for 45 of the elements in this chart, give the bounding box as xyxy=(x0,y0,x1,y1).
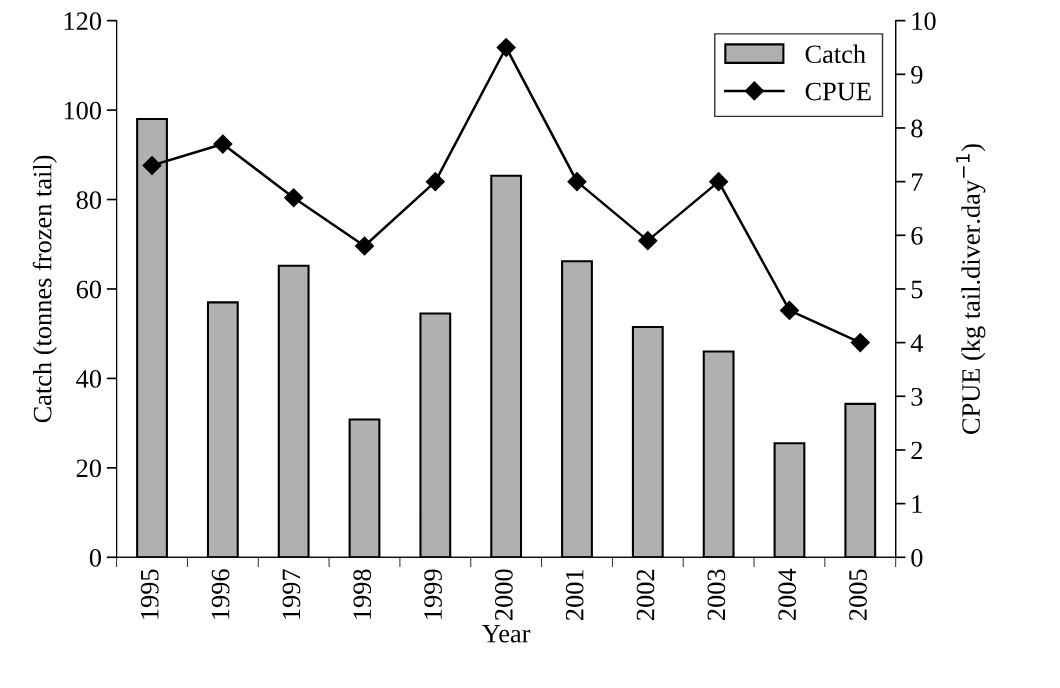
y-tick-label: 40 xyxy=(76,370,102,388)
x-tick-label: 2004 xyxy=(778,568,797,621)
y2-tick-label: 3 xyxy=(911,387,923,406)
y2-tick-label: 4 xyxy=(910,334,924,352)
y2-tick-label: 10 xyxy=(912,12,936,31)
legend-label: Catch xyxy=(805,44,866,64)
x-tick-label: 2002 xyxy=(636,569,655,621)
point xyxy=(709,172,729,192)
point xyxy=(850,333,870,353)
y2-tick-label: 5 xyxy=(911,280,923,299)
x-tick-label: 1999 xyxy=(424,569,442,619)
y-tick-label: 60 xyxy=(76,280,102,299)
x-tick-label: 2003 xyxy=(707,569,726,621)
x-tick-label: 1998 xyxy=(353,569,372,619)
point xyxy=(496,37,516,58)
point xyxy=(638,231,658,251)
point xyxy=(142,155,162,176)
x-tick-label: 2000 xyxy=(494,569,513,621)
point xyxy=(284,188,304,208)
y-tick-label: 20 xyxy=(76,459,102,478)
y2-tick-label: 9 xyxy=(911,65,923,84)
y-tick-label: 100 xyxy=(64,101,102,120)
x-axis-title: Year xyxy=(482,624,531,643)
y2-tick-label: 0 xyxy=(911,548,923,567)
y-tick-label: 0 xyxy=(89,548,102,567)
point xyxy=(354,236,375,256)
x-tick-label: 1995 xyxy=(140,569,159,619)
y-tick-label: 120 xyxy=(64,12,102,31)
x-tick-label: 2005 xyxy=(849,569,867,621)
x-tick-label: 2001 xyxy=(565,569,584,621)
legend-label: CPUE xyxy=(805,82,871,101)
point xyxy=(779,300,799,320)
y-axis-title: Catch (tonnes frozen tail) xyxy=(32,155,57,423)
point xyxy=(425,172,445,192)
point xyxy=(567,172,587,192)
y2-axis-title: CPUE (kg tail.diver.day$^{−1}$) xyxy=(956,144,986,434)
point xyxy=(213,134,233,154)
y2-tick-label: 2 xyxy=(911,441,923,460)
x-tick-label: 1996 xyxy=(211,569,230,619)
y2-tick-label: 7 xyxy=(912,173,923,191)
y2-tick-label: 6 xyxy=(911,226,923,245)
x-tick-label: 1997 xyxy=(282,569,301,619)
y-tick-label: 80 xyxy=(76,191,102,209)
y2-tick-label: 1 xyxy=(912,495,922,513)
y2-tick-label: 8 xyxy=(911,119,923,138)
